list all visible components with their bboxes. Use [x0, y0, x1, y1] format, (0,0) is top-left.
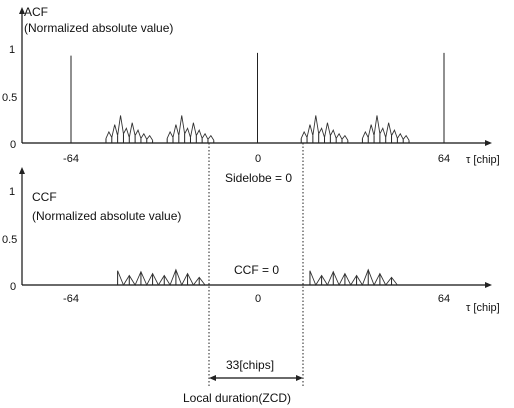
ccf-panel: CCF (Normalized absolute value) 1 0.5 0 …: [2, 167, 500, 314]
ccf-title: CCF: [32, 190, 57, 204]
acf-series: [70, 52, 445, 143]
ccf-zero-annotation: CCF = 0: [234, 263, 279, 277]
acf-ytick-0: 0: [10, 139, 16, 151]
acf-sidelobe-annotation: Sidelobe = 0: [225, 171, 292, 185]
zcd-arrowhead-right: [296, 375, 303, 381]
ccf-group-0: [117, 268, 206, 287]
ccf-ytick-1: 1: [9, 186, 15, 198]
ccf-xtick-neg64: -64: [63, 293, 79, 305]
ccf-y-arrowhead: [19, 167, 25, 174]
ccf-series: [117, 268, 398, 287]
ccf-subtitle: (Normalized absolute value): [32, 209, 181, 223]
acf-sidelobe-group-3: [361, 115, 410, 141]
ccf-ytick-0: 0: [10, 281, 16, 293]
zcd-span-label: 33[chips]: [226, 358, 274, 372]
acf-xlabel: τ [chip]: [466, 154, 500, 166]
acf-subtitle: (Normalized absolute value): [24, 21, 173, 35]
zcd-region: 33[chips] Local duration(ZCD): [183, 143, 304, 405]
ccf-group-1: [309, 268, 398, 287]
acf-title: ACF: [24, 5, 48, 19]
ccf-x-arrowhead: [485, 282, 492, 288]
acf-sidelobe-group-1: [166, 115, 215, 141]
ccf-xtick-64: 64: [438, 293, 450, 305]
acf-x-arrowhead: [485, 140, 492, 146]
zcd-arrowhead-left: [209, 375, 216, 381]
zcd-caption: Local duration(ZCD): [183, 391, 291, 405]
acf-ytick-05: 0.5: [2, 92, 17, 104]
acf-sidelobe-group-2: [300, 115, 349, 141]
acf-xtick-64: 64: [438, 153, 450, 165]
ccf-ytick-05: 0.5: [2, 234, 17, 246]
acf-ytick-1: 1: [9, 44, 15, 56]
acf-y-arrowhead: [19, 7, 25, 14]
ccf-xtick-0: 0: [255, 293, 261, 305]
acf-sidelobe-group-0: [105, 115, 153, 141]
acf-xtick-neg64: -64: [63, 153, 79, 165]
acf-xtick-0: 0: [255, 153, 261, 165]
acf-panel: ACF (Normalized absolute value) 1 0.5 0 …: [2, 5, 500, 185]
ccf-xlabel: τ [chip]: [466, 302, 500, 314]
